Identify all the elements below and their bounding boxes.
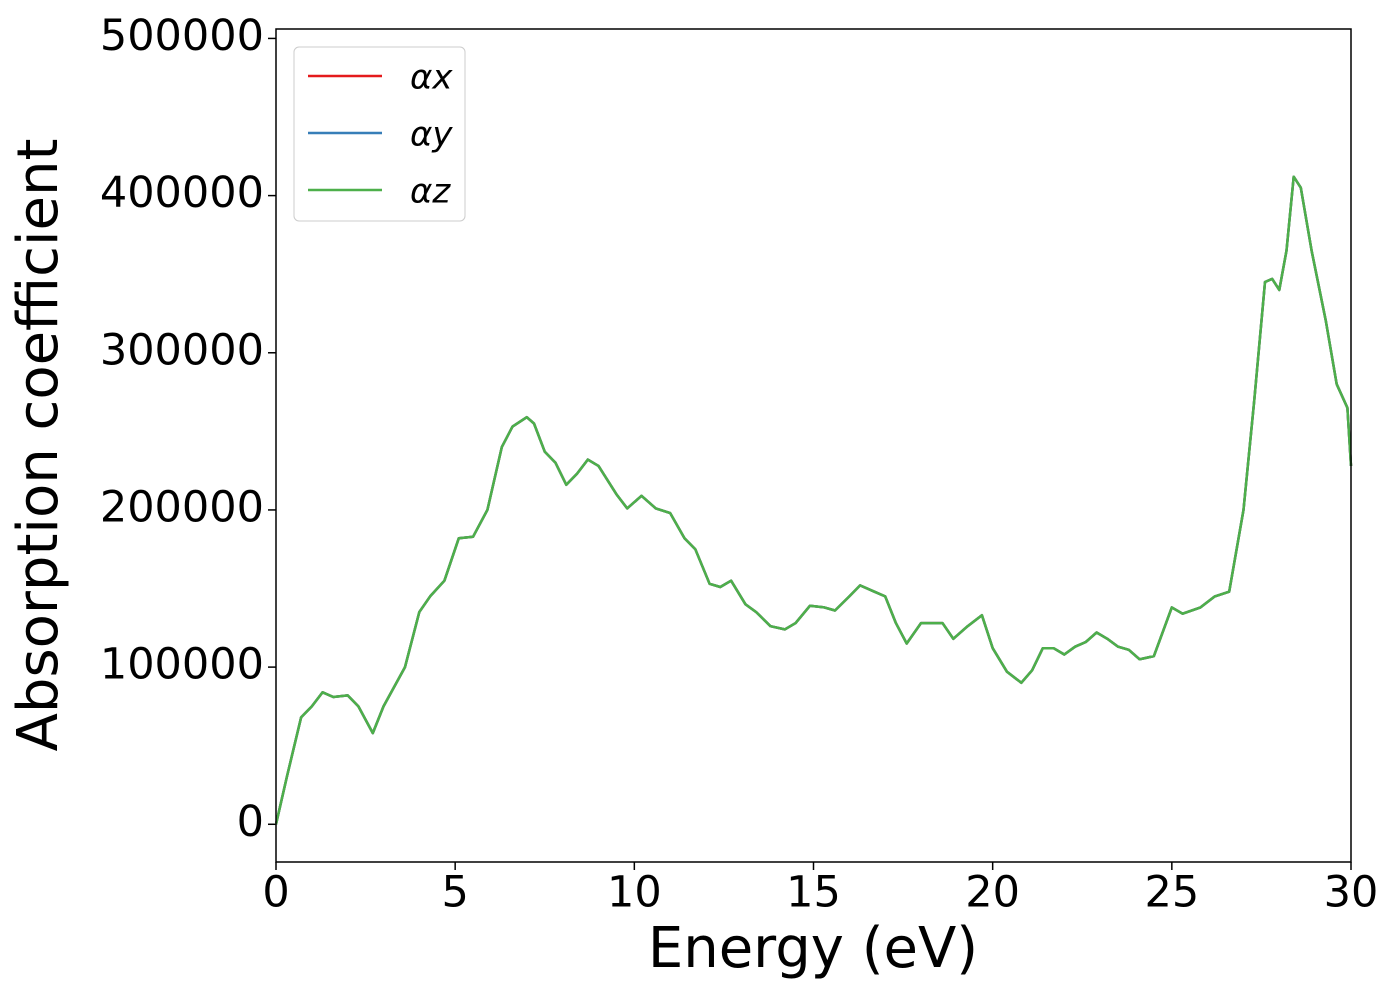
x-tick-label: 30 (1324, 868, 1379, 918)
plot-frame (275, 28, 1352, 863)
series-line (274, 175, 1353, 825)
y-axis-label: Absorption coefficient (6, 139, 71, 752)
x-tick-label: 10 (607, 868, 662, 918)
y-tick-label: 500000 (100, 11, 264, 61)
series-line (274, 175, 1353, 825)
legend-label: αy (410, 115, 453, 155)
x-tick-label: 15 (786, 868, 841, 918)
x-tick-label: 0 (262, 868, 289, 918)
series-line (274, 175, 1353, 825)
legend-label: αz (410, 172, 451, 212)
x-tick-label: 25 (1144, 868, 1199, 918)
y-tick-label: 0 (237, 797, 264, 847)
y-tick-label: 200000 (100, 482, 264, 532)
y-tick-label: 100000 (100, 640, 264, 690)
x-tick-label: 20 (965, 868, 1020, 918)
y-tick-label: 300000 (100, 325, 264, 375)
x-axis-label: Energy (eV) (648, 916, 978, 981)
y-tick-label: 400000 (100, 168, 264, 218)
x-tick-label: 5 (441, 868, 468, 918)
legend-label: αx (410, 58, 453, 98)
